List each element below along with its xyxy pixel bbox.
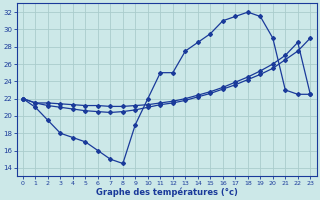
X-axis label: Graphe des températures (°c): Graphe des températures (°c) (96, 187, 237, 197)
